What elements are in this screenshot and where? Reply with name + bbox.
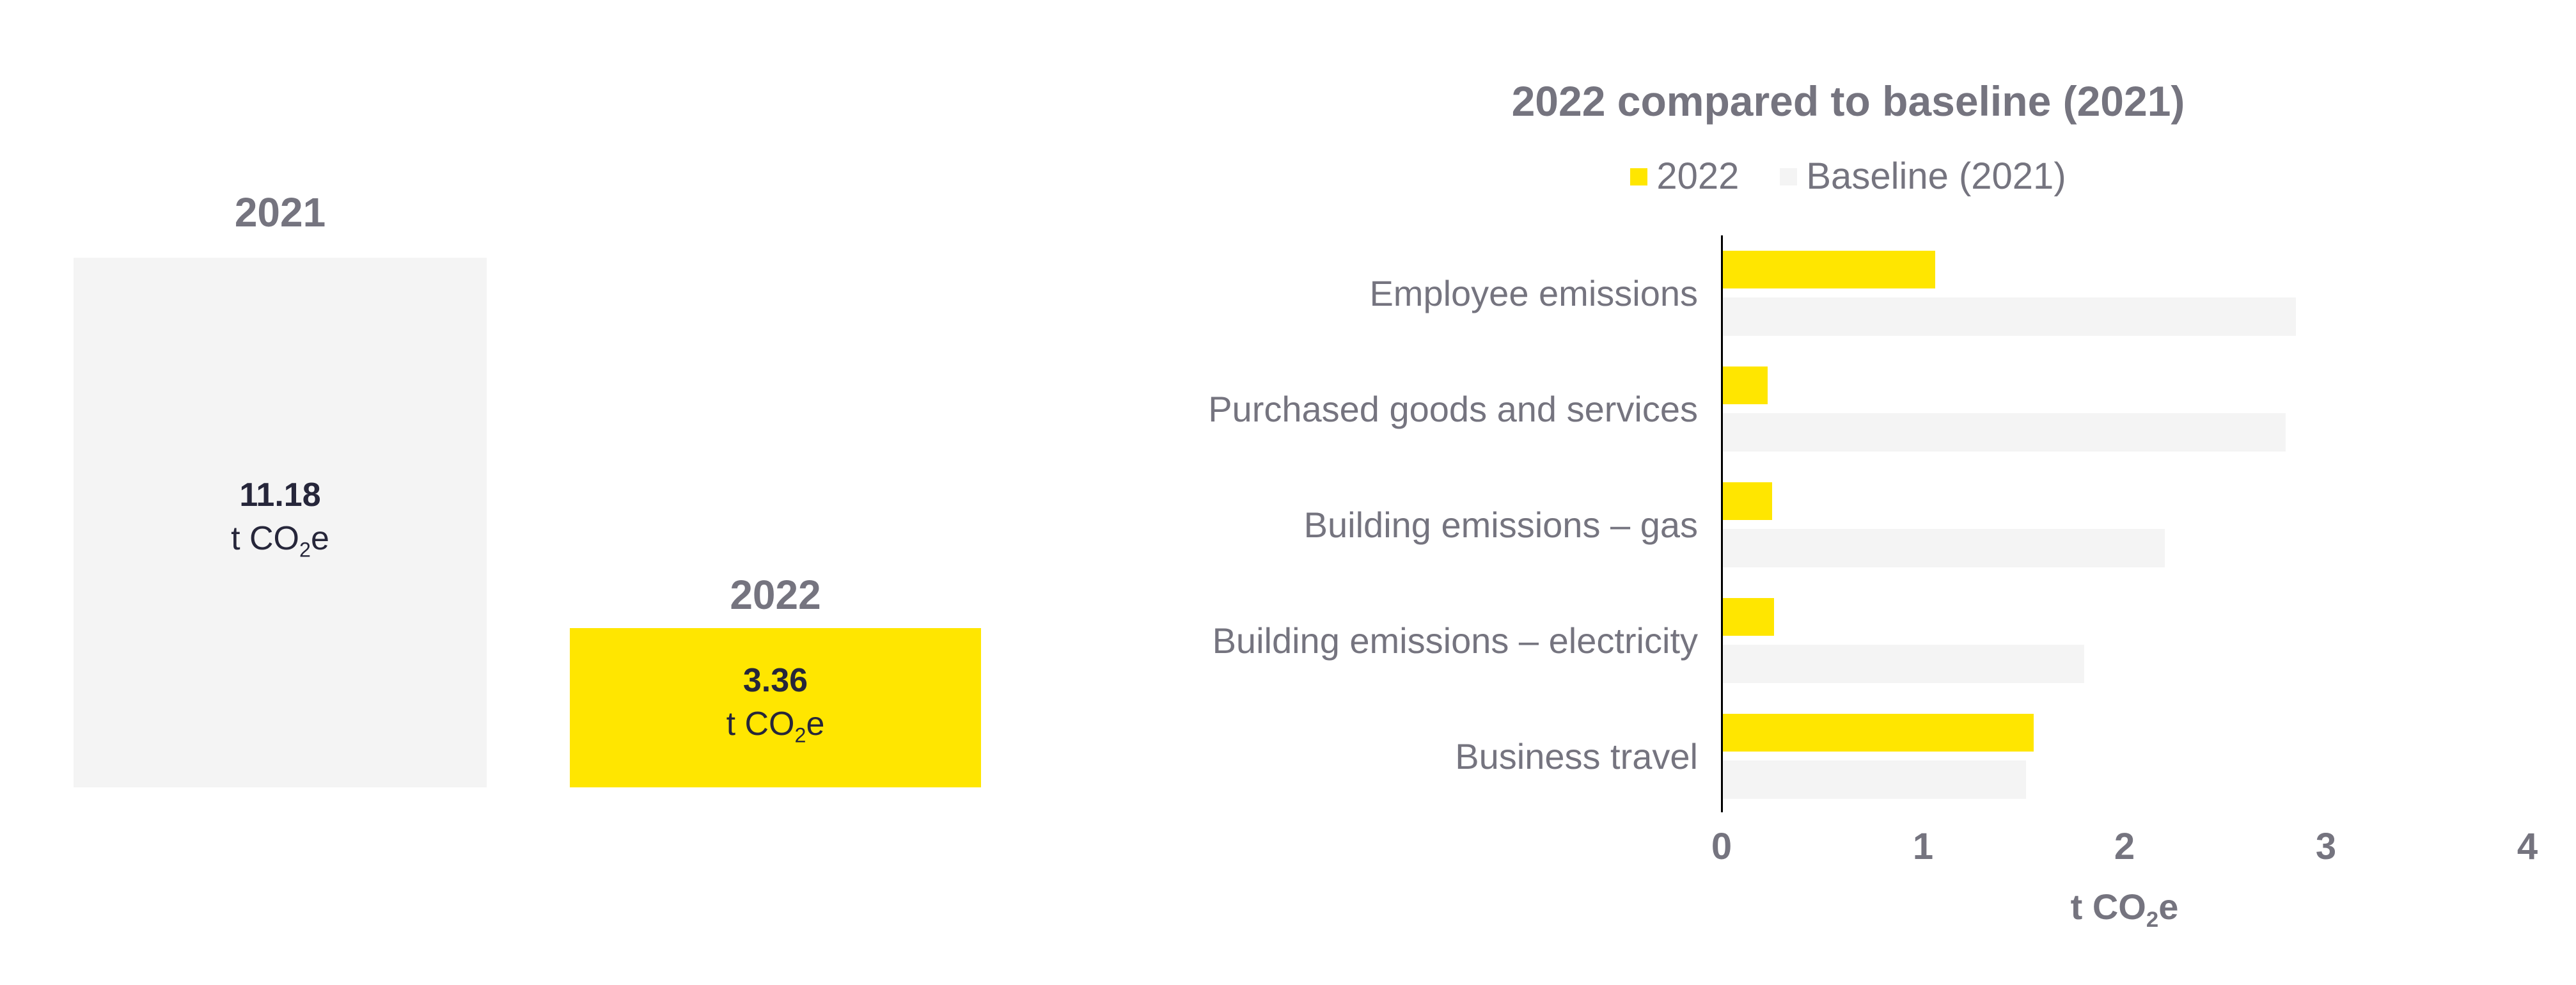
bar-2022 <box>1722 482 1772 520</box>
legend: 2022 Baseline (2021) <box>1401 152 2296 201</box>
x-tick: 3 <box>2315 826 2337 867</box>
bar-baseline <box>1722 413 2286 452</box>
bar-2022 <box>1722 714 2034 752</box>
category-label: Employee emissions <box>1369 273 1698 313</box>
value-label: 11.18 <box>239 477 321 514</box>
legend-swatch-2022 <box>1630 168 1648 185</box>
bar-row: Employee emissions <box>985 251 2527 336</box>
category-label: Business travel <box>1455 736 1698 776</box>
legend-swatch-baseline <box>1780 168 1798 185</box>
total-2022-value: 3.36 t CO2e <box>726 659 825 757</box>
bar-group <box>1722 251 2527 336</box>
bar-baseline <box>1722 760 2026 799</box>
bar-group <box>1722 598 2527 683</box>
legend-item-baseline: Baseline (2021) <box>1780 154 2066 199</box>
total-2022-bar: 3.36 t CO2e <box>570 628 981 787</box>
category-label: Purchased goods and services <box>1208 389 1698 429</box>
x-axis-ticks: 0 1 2 3 4 <box>1711 826 2538 871</box>
bar-2022 <box>1722 598 1774 636</box>
legend-label: 2022 <box>1656 155 1740 197</box>
bar-row: Building emissions – electricity <box>985 598 2527 683</box>
category-label: Building emissions – electricity <box>1212 620 1698 661</box>
x-tick: 0 <box>1711 826 1732 867</box>
x-axis-label: t CO2e <box>2070 886 2179 933</box>
value-label: 3.36 <box>742 661 808 699</box>
legend-item-2022: 2022 <box>1630 154 1739 199</box>
bar-2022 <box>1722 251 1935 288</box>
unit-label: t CO2e <box>231 520 329 562</box>
bar-baseline <box>1722 529 2165 567</box>
bar-group <box>1722 482 2527 567</box>
x-tick: 1 <box>1912 826 1934 867</box>
total-2021-value: 11.18 t CO2e <box>231 473 329 571</box>
category-label: Building emissions – gas <box>1303 505 1698 545</box>
bar-row: Purchased goods and services <box>985 366 2527 452</box>
y-axis-line <box>1721 235 1723 812</box>
legend-label: Baseline (2021) <box>1806 155 2066 197</box>
total-2021-column: 2021 11.18 t CO2e <box>74 179 487 787</box>
x-tick: 2 <box>2114 826 2135 867</box>
bar-row: Business travel <box>985 714 2527 799</box>
x-tick: 4 <box>2517 826 2538 867</box>
year-label-2021: 2021 <box>234 189 326 235</box>
bar-group <box>1722 714 2527 799</box>
bar-group <box>1722 366 2527 452</box>
bar-2022 <box>1722 366 1768 404</box>
total-2022-column: 2022 3.36 t CO2e <box>570 179 981 787</box>
unit-label: t CO2e <box>726 705 825 747</box>
bar-baseline <box>1722 297 2296 336</box>
total-2021-bar: 11.18 t CO2e <box>74 258 487 787</box>
bar-baseline <box>1722 645 2084 683</box>
year-label-2022: 2022 <box>730 572 821 618</box>
chart-title: 2022 compared to baseline (2021) <box>1511 77 2185 125</box>
bar-row: Building emissions – gas <box>985 482 2527 567</box>
